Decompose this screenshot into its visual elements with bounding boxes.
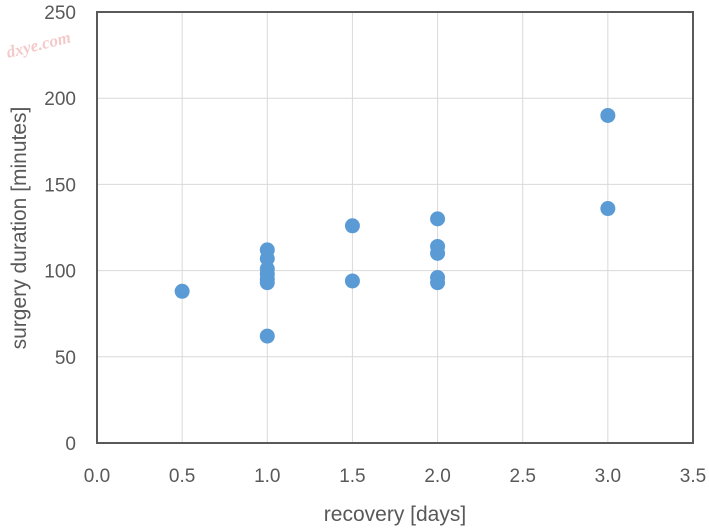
y-tick-label: 50	[55, 348, 76, 369]
x-tick-label: 1.0	[254, 466, 280, 487]
y-tick-label: 250	[44, 3, 76, 24]
data-point	[174, 283, 190, 299]
data-point	[600, 201, 616, 217]
x-tick-label: 0.0	[84, 466, 110, 487]
x-tick-label: 1.5	[339, 466, 365, 487]
x-axis-ticks: 0.0 0.5 1.0 1.5 2.0 2.5 3.0 3.5	[84, 466, 706, 487]
x-tick-label: 0.5	[169, 466, 195, 487]
data-point	[430, 245, 446, 261]
watermark-text: dxye.com	[4, 28, 72, 62]
plot-frame	[96, 11, 694, 444]
data-point	[430, 275, 446, 291]
x-tick-label: 3.0	[595, 466, 621, 487]
y-axis-title: surgery duration [minutes]	[8, 107, 31, 350]
data-point	[344, 273, 360, 289]
y-tick-label: 0	[65, 434, 76, 455]
x-tick-label: 2.5	[510, 466, 536, 487]
data-point	[600, 107, 616, 123]
y-tick-label: 100	[44, 262, 76, 283]
y-tick-label: 150	[44, 175, 76, 196]
x-tick-label: 3.5	[680, 466, 706, 487]
x-axis-title: recovery [days]	[324, 503, 466, 526]
data-point	[259, 251, 275, 267]
y-axis-ticks: 0 50 100 150 200 250	[44, 3, 76, 455]
data-point	[344, 218, 360, 234]
data-point	[259, 328, 275, 344]
data-points	[174, 107, 616, 344]
data-point	[259, 275, 275, 291]
gridlines	[97, 12, 693, 443]
data-point	[430, 211, 446, 227]
y-tick-label: 200	[44, 89, 76, 110]
x-tick-label: 2.0	[424, 466, 450, 487]
